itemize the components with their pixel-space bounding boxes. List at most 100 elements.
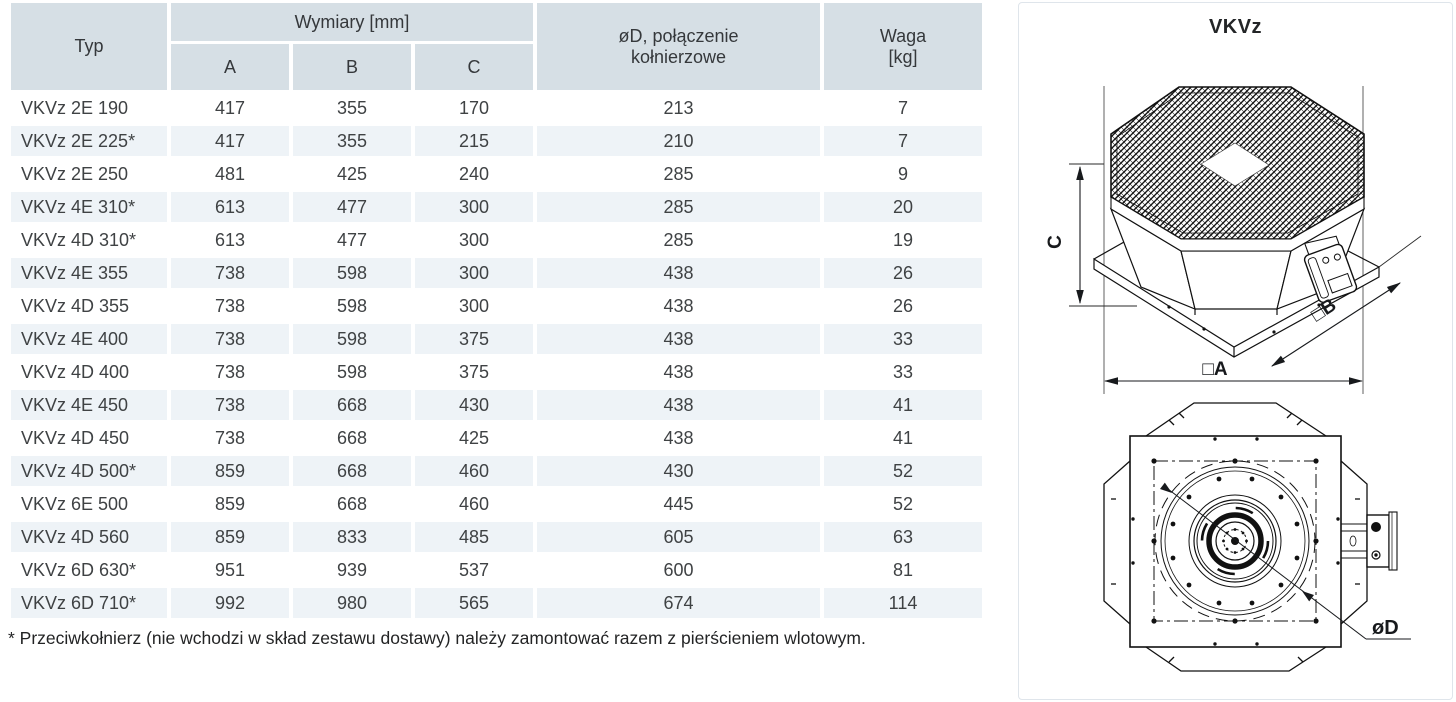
- cell-value: 41: [824, 390, 982, 420]
- cell-value: 477: [293, 192, 411, 222]
- cell-value: 20: [824, 192, 982, 222]
- cell-value: 600: [663, 559, 694, 580]
- cell-typ: VKVz 4D 355: [21, 295, 130, 316]
- cell-value: 668: [293, 456, 411, 486]
- dim-label-d: øD: [1372, 617, 1399, 639]
- cell-value: 668: [336, 493, 368, 514]
- mounting-flaps: [1103, 402, 1368, 672]
- cell-value: 598: [293, 258, 411, 288]
- table-row: VKVz 4D 310* 613 477 300 285 19: [11, 225, 982, 255]
- cell-value: 951: [214, 559, 246, 580]
- cell-value: 460: [458, 493, 490, 514]
- cell-value: 7: [824, 126, 982, 156]
- cell-value: 438: [537, 258, 820, 288]
- table-row: VKVz 6D 630* 951 939 537 600 81: [11, 555, 982, 585]
- cell-typ: VKVz 2E 250: [21, 163, 129, 184]
- cell-value: 19: [892, 229, 914, 250]
- header-dim-c: C: [415, 44, 533, 90]
- spec-table-section: Typ Wymiary [mm] øD, połączenie kołnierz…: [7, 0, 997, 649]
- cell-typ: VKVz 4D 560: [11, 522, 167, 552]
- cell-value: 300: [415, 258, 533, 288]
- header-dim-a: A: [171, 44, 289, 90]
- cell-value: 300: [458, 295, 490, 316]
- table-row: VKVz 4D 355 738 598 300 438 26: [11, 291, 982, 321]
- cell-value: 170: [458, 97, 490, 118]
- cell-value: 285: [663, 229, 694, 250]
- cell-value: 859: [171, 456, 289, 486]
- cell-value: 738: [214, 361, 246, 382]
- isometric-view-drawing: C □A □B: [1045, 86, 1422, 394]
- bolt-pattern-dots: [1151, 458, 1319, 624]
- bottom-view-drawing: øD: [1103, 402, 1411, 672]
- cell-value: 213: [663, 97, 694, 118]
- header-od: øD, połączenie kołnierzowe: [537, 3, 820, 90]
- cell-value: 425: [458, 427, 490, 448]
- grille-rim: [1110, 196, 1365, 252]
- cell-value: 300: [415, 192, 533, 222]
- cell-value: 52: [824, 456, 982, 486]
- cell-value: 668: [293, 390, 411, 420]
- cell-value: 613: [171, 192, 289, 222]
- table-row: VKVz 6E 500 859 668 460 445 52: [11, 489, 982, 519]
- cell-value: 240: [458, 163, 490, 184]
- cell-value: 565: [415, 588, 533, 618]
- cell-value: 417: [214, 97, 246, 118]
- cell-value: 598: [336, 295, 368, 316]
- cell-typ: VKVz 6D 630*: [21, 559, 137, 580]
- cell-value: 430: [537, 456, 820, 486]
- drawing-panel: VKVz: [1018, 2, 1453, 700]
- cell-value: 210: [537, 126, 820, 156]
- table-body: VKVz 2E 190 417 355 170 213 7 VKVz 2E 225* 417 3…: [11, 93, 982, 618]
- cell-value: 833: [293, 522, 411, 552]
- header-waga: Waga [kg]: [824, 3, 982, 90]
- cell-value: 668: [336, 427, 368, 448]
- cell-value: 438: [663, 427, 694, 448]
- cell-typ: VKVz 4E 310*: [11, 192, 167, 222]
- cell-value: 63: [824, 522, 982, 552]
- cell-typ: VKVz 4E 355: [11, 258, 167, 288]
- cell-value: 375: [415, 324, 533, 354]
- footnote: * Przeciwkołnierz (nie wchodzi w skład z…: [8, 628, 866, 648]
- cell-value: 425: [336, 163, 368, 184]
- cell-value: 613: [214, 229, 246, 250]
- drawing-title: VKVz: [1208, 16, 1263, 38]
- cell-value: 285: [663, 163, 694, 184]
- cell-value: 859: [214, 493, 246, 514]
- cell-value: 992: [171, 588, 289, 618]
- cell-value: 438: [537, 324, 820, 354]
- dim-label-a: □A: [1202, 359, 1227, 380]
- fan-circles: [1154, 460, 1316, 622]
- dimension-d: øD: [1160, 482, 1411, 640]
- cell-value: 537: [458, 559, 490, 580]
- cell-value: 375: [458, 361, 490, 382]
- table-row: VKVz 4D 400 738 598 375 438 33: [11, 357, 982, 387]
- edge-marks: [1131, 437, 1340, 646]
- cell-value: 980: [293, 588, 411, 618]
- cell-value: 460: [415, 456, 533, 486]
- cell-value: 438: [663, 295, 694, 316]
- cell-value: 9: [897, 163, 908, 184]
- cell-value: 7: [897, 97, 908, 118]
- table-row: VKVz 6D 710* 992 980 565 674 114: [11, 588, 982, 618]
- cell-typ: VKVz 4E 450: [11, 390, 167, 420]
- cell-value: 215: [415, 126, 533, 156]
- table-row: VKVz 4E 450 738 668 430 438 41: [11, 390, 982, 420]
- cell-value: 26: [824, 258, 982, 288]
- cell-value: 285: [537, 192, 820, 222]
- cell-value: 738: [171, 258, 289, 288]
- header-waga-line1: Waga: [879, 25, 927, 46]
- cell-typ: VKVz 4D 400: [21, 361, 130, 382]
- cell-typ: VKVz 4D 310*: [21, 229, 137, 250]
- dimensions-table: Typ Wymiary [mm] øD, połączenie kołnierz…: [7, 0, 986, 621]
- cell-value: 430: [415, 390, 533, 420]
- cell-value: 598: [293, 324, 411, 354]
- table-row: VKVz 2E 250 481 425 240 285 9: [11, 159, 982, 189]
- cell-value: 598: [336, 361, 368, 382]
- cell-value: 674: [537, 588, 820, 618]
- cell-typ: VKVz 2E 225*: [11, 126, 167, 156]
- cell-typ: VKVz 4E 400: [11, 324, 167, 354]
- flange-bolts: [1170, 476, 1300, 606]
- table-row: VKVz 2E 225* 417 355 215 210 7: [11, 126, 982, 156]
- cell-value: 81: [892, 559, 914, 580]
- cell-value: 355: [293, 126, 411, 156]
